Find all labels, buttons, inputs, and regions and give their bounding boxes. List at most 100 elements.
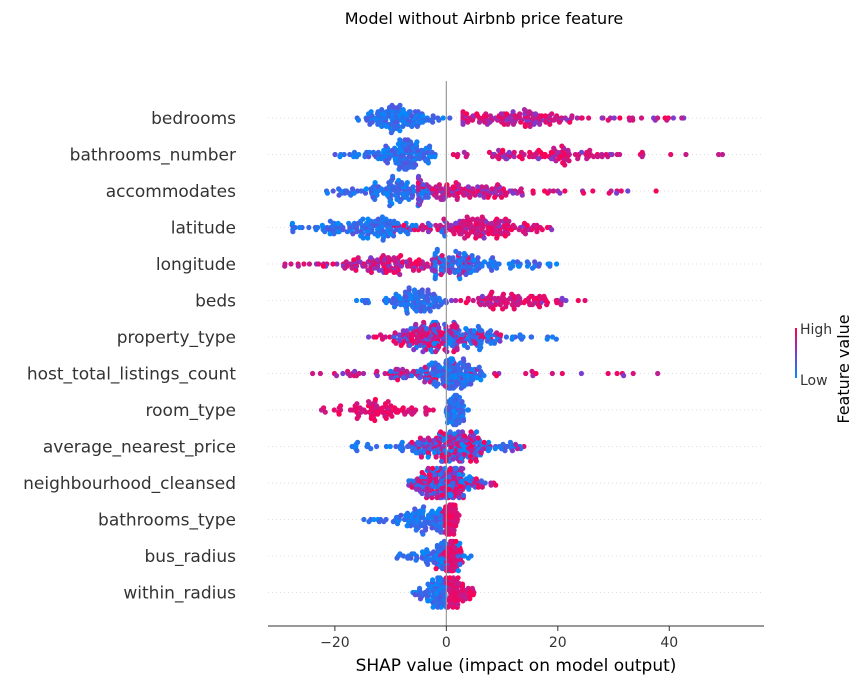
shap-point <box>630 117 636 123</box>
shap-point <box>545 261 551 267</box>
shap-point <box>429 495 435 501</box>
shap-point <box>519 156 525 162</box>
shap-point <box>475 184 481 190</box>
shap-point <box>582 297 588 304</box>
shap-point <box>497 332 504 338</box>
shap-point <box>400 107 406 113</box>
shap-point <box>412 506 418 512</box>
shap-point <box>504 300 510 306</box>
shap-point <box>397 164 403 170</box>
shap-point <box>429 149 435 155</box>
shap-point <box>461 192 467 198</box>
shap-point <box>465 295 471 301</box>
shap-point <box>489 267 495 273</box>
shap-point <box>319 222 325 228</box>
shap-point <box>457 483 463 489</box>
feature-label: within_radius <box>123 584 236 604</box>
shap-point <box>423 411 429 417</box>
shap-point <box>404 263 411 269</box>
shap-point <box>446 186 452 192</box>
shap-point <box>397 137 403 143</box>
shap-point <box>347 151 353 158</box>
shap-point <box>487 119 493 125</box>
shap-point <box>501 121 507 127</box>
shap-point <box>398 253 404 259</box>
shap-point <box>486 302 492 308</box>
shap-point <box>322 229 328 235</box>
shap-point <box>503 334 509 340</box>
shap-point <box>415 174 422 180</box>
shap-point <box>346 220 352 226</box>
shap-point <box>390 519 396 525</box>
shap-point <box>403 166 409 172</box>
shap-point <box>327 218 333 224</box>
shap-point <box>405 137 411 143</box>
shap-point <box>349 265 355 271</box>
shap-point <box>390 173 396 179</box>
shap-point <box>365 334 372 340</box>
shap-point <box>344 368 351 374</box>
shap-point <box>425 561 431 568</box>
shap-point <box>354 229 360 235</box>
shap-point <box>437 578 443 584</box>
shap-point <box>385 255 392 261</box>
shap-point <box>422 379 428 385</box>
shap-point <box>476 364 482 370</box>
shap-point <box>435 604 441 610</box>
shap-point <box>456 416 462 422</box>
shap-point <box>439 229 445 235</box>
shap-point <box>355 439 361 445</box>
shap-point <box>460 121 466 127</box>
shap-point <box>411 287 418 293</box>
shap-point <box>437 478 443 484</box>
shap-point <box>438 540 445 547</box>
shap-point <box>347 373 353 379</box>
shap-point <box>444 420 451 426</box>
shap-point <box>352 368 358 374</box>
shap-point <box>630 370 636 377</box>
shap-point <box>516 227 522 233</box>
shap-point <box>496 261 502 267</box>
shap-point <box>547 121 553 127</box>
shap-point <box>498 111 504 117</box>
shap-point <box>466 486 472 492</box>
shap-point <box>398 263 404 269</box>
shap-point <box>510 109 516 115</box>
shap-point <box>409 411 415 417</box>
shap-point <box>493 482 499 488</box>
shap-point <box>455 568 461 574</box>
shap-point <box>362 190 369 196</box>
shap-point <box>372 196 378 202</box>
shap-point <box>461 250 467 257</box>
shap-point <box>372 396 379 403</box>
shap-point <box>447 328 453 334</box>
shap-point <box>495 182 501 188</box>
shap-point <box>432 276 438 282</box>
shap-point <box>537 293 543 299</box>
shap-point <box>536 263 542 269</box>
shap-point <box>473 235 479 241</box>
shap-point <box>512 441 519 447</box>
shap-point <box>424 263 431 269</box>
shap-point <box>425 581 431 587</box>
shap-point <box>416 585 423 591</box>
shap-point <box>449 358 455 365</box>
shap-point <box>453 486 459 492</box>
shap-point <box>484 295 490 301</box>
shap-point <box>447 467 453 473</box>
shap-point <box>605 117 611 123</box>
shap-point <box>639 154 645 160</box>
shap-point <box>362 154 368 160</box>
feature-label: bathrooms_type <box>98 511 236 531</box>
shap-point <box>421 437 427 443</box>
shap-point <box>342 265 348 271</box>
shap-point <box>512 224 518 231</box>
shap-point <box>527 123 533 129</box>
shap-point <box>399 366 406 372</box>
shap-point <box>364 229 370 235</box>
shap-point <box>618 188 624 194</box>
shap-point <box>437 471 443 478</box>
shap-point <box>374 257 381 263</box>
shap-point <box>363 186 369 192</box>
shap-point <box>442 383 449 389</box>
